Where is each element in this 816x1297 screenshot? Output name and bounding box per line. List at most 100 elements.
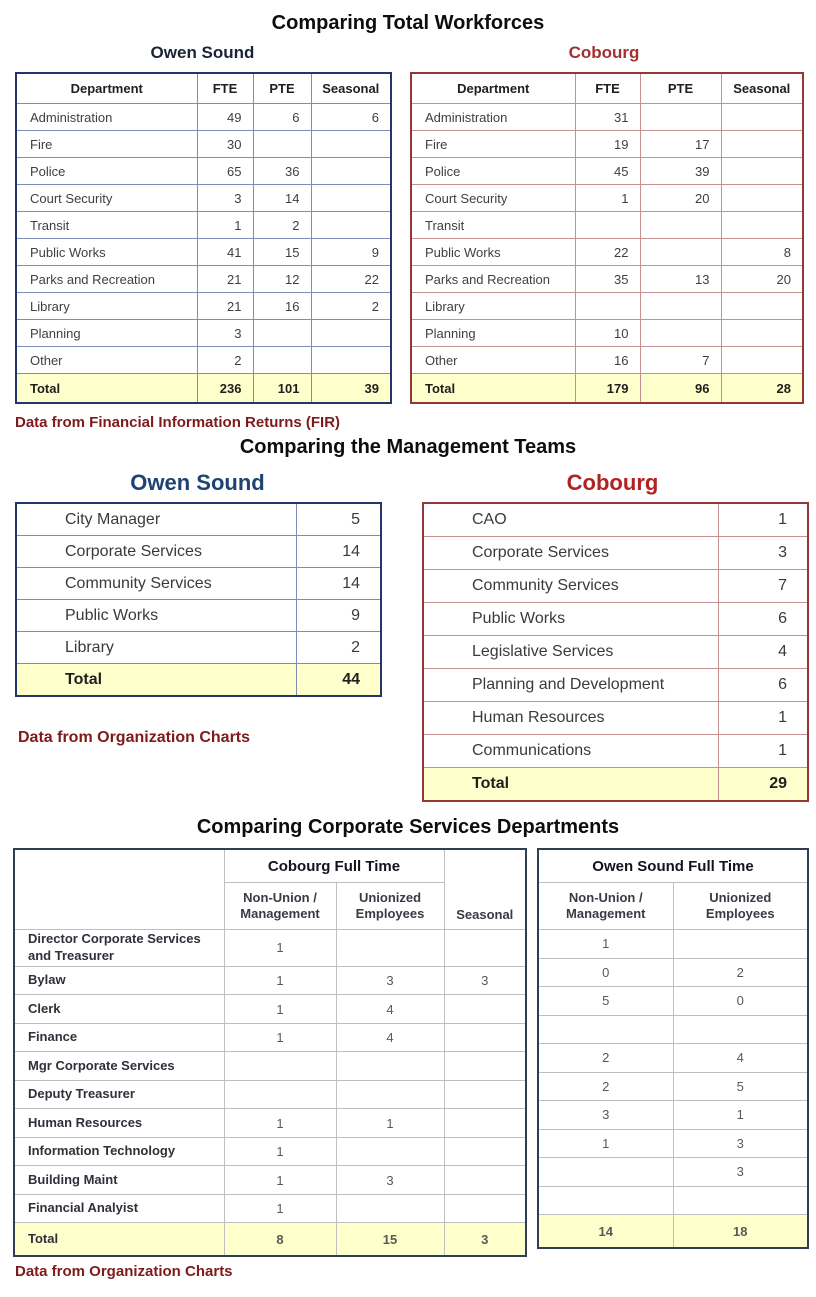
fte-cell: 31 bbox=[574, 103, 641, 131]
dept-cell: City Manager bbox=[15, 502, 297, 536]
dept-cell: Corporate Services bbox=[15, 535, 297, 568]
value-cell: 5 bbox=[295, 502, 382, 536]
table-row: Court Security 1 20 bbox=[410, 184, 804, 212]
seasonal-cell bbox=[720, 157, 804, 185]
seasonal-cell: 22 bbox=[310, 265, 392, 293]
total-label: Total bbox=[13, 1222, 225, 1257]
pte-cell bbox=[252, 319, 312, 347]
value-cell: 1 bbox=[717, 502, 809, 537]
union-cell: 1 bbox=[672, 1100, 809, 1130]
fte-cell: 22 bbox=[574, 238, 641, 266]
value-cell: 6 bbox=[717, 668, 809, 702]
fte-cell: 16 bbox=[574, 346, 641, 374]
table-body: Director Corporate Services and Treasure… bbox=[13, 929, 527, 1224]
owen-sound-management-table: City Manager 5 Corporate Services 14 Com… bbox=[15, 502, 382, 697]
table-row: Public Works 9 bbox=[15, 599, 382, 632]
seasonal-cell bbox=[720, 211, 804, 239]
owen-sound-heading-management: Owen Sound bbox=[130, 470, 265, 495]
dept-cell: Transit bbox=[15, 211, 198, 239]
table-body: City Manager 5 Corporate Services 14 Com… bbox=[15, 502, 382, 664]
dept-cell: Public Works bbox=[410, 238, 576, 266]
fte-cell bbox=[574, 292, 641, 320]
seasonal-cell bbox=[720, 346, 804, 374]
table-row: Building Maint 1 3 bbox=[13, 1165, 527, 1195]
dept-cell: Administration bbox=[15, 103, 198, 131]
dept-cell: Planning and Development bbox=[422, 668, 719, 702]
table-row: Information Technology 1 bbox=[13, 1136, 527, 1167]
value-cell: 14 bbox=[295, 535, 382, 568]
dept-cell: Court Security bbox=[410, 184, 576, 212]
fte-cell: 10 bbox=[574, 319, 641, 347]
seasonal-cell: 3 bbox=[443, 965, 527, 996]
mgmt-cell bbox=[537, 1014, 674, 1044]
table-row: Bylaw 1 3 3 bbox=[13, 965, 527, 996]
pte-cell bbox=[639, 319, 722, 347]
dept-cell: Building Maint bbox=[13, 1165, 225, 1195]
pte-cell: 7 bbox=[639, 346, 722, 374]
union-cell: 3 bbox=[335, 1165, 445, 1195]
group-header-row: Owen Sound Full Time bbox=[537, 848, 809, 883]
table-row: Fire 30 bbox=[15, 130, 392, 158]
total-union: 18 bbox=[672, 1214, 809, 1249]
mgmt-cell: 1 bbox=[223, 965, 337, 996]
table-row: 1 bbox=[537, 929, 809, 959]
table-row: Communications 1 bbox=[422, 734, 809, 768]
column-header-nonunion: Non-Union / Management bbox=[223, 882, 337, 930]
dept-cell: Transit bbox=[410, 211, 576, 239]
seasonal-cell bbox=[310, 211, 392, 239]
owen-management-column: City Manager 5 Corporate Services 14 Com… bbox=[0, 502, 382, 747]
mgmt-cell bbox=[537, 1185, 674, 1215]
table-row: Court Security 3 14 bbox=[15, 184, 392, 212]
management-headings-row: Owen Sound Cobourg bbox=[0, 468, 816, 498]
seasonal-cell bbox=[443, 1022, 527, 1053]
table-row: Library 21 16 2 bbox=[15, 292, 392, 320]
pte-cell bbox=[639, 238, 722, 266]
mgmt-cell: 5 bbox=[537, 986, 674, 1016]
column-header-nonunion: Non-Union / Management bbox=[537, 882, 674, 930]
table-row: Administration 49 6 6 bbox=[15, 103, 392, 131]
total-row: Total 179 96 28 bbox=[410, 373, 804, 404]
seasonal-cell: 20 bbox=[720, 265, 804, 293]
table-row: Police 45 39 bbox=[410, 157, 804, 185]
union-cell: 4 bbox=[335, 1022, 445, 1053]
dept-cell: Human Resources bbox=[422, 701, 719, 735]
sub-header-row: Non-Union / Management Unionized Employe… bbox=[14, 882, 526, 930]
dept-cell: Parks and Recreation bbox=[15, 265, 198, 293]
mgmt-cell: 1 bbox=[223, 1193, 337, 1224]
pte-cell bbox=[252, 130, 312, 158]
seasonal-cell bbox=[310, 157, 392, 185]
fte-cell: 41 bbox=[196, 238, 254, 266]
seasonal-cell: 2 bbox=[310, 292, 392, 320]
total-value: 29 bbox=[717, 767, 809, 802]
mgmt-cell: 1 bbox=[537, 1128, 674, 1158]
seasonal-cell bbox=[310, 319, 392, 347]
fte-cell: 49 bbox=[196, 103, 254, 131]
mgmt-cell: 3 bbox=[537, 1100, 674, 1130]
table-row: Parks and Recreation 35 13 20 bbox=[410, 265, 804, 293]
table-row: Planning and Development 6 bbox=[422, 668, 809, 702]
union-cell: 3 bbox=[672, 1128, 809, 1158]
union-cell bbox=[672, 1014, 809, 1044]
corporate-tables-row: Cobourg Full Time Seasonal Non-Union / M… bbox=[0, 848, 816, 1258]
pte-cell: 39 bbox=[639, 157, 722, 185]
column-header-pte: PTE bbox=[252, 72, 312, 104]
table-body: 1 0 2 5 0 bbox=[537, 929, 809, 1215]
union-cell bbox=[335, 1051, 445, 1081]
dept-cell: Library bbox=[15, 292, 198, 320]
table-row: 1 3 bbox=[537, 1128, 809, 1158]
total-fte: 236 bbox=[196, 373, 254, 404]
total-label: Total bbox=[422, 767, 719, 802]
total-seasonal: 28 bbox=[720, 373, 804, 404]
seasonal-cell bbox=[443, 929, 527, 967]
dept-cell: Administration bbox=[410, 103, 576, 131]
fte-cell: 35 bbox=[574, 265, 641, 293]
dept-cell: Mgr Corporate Services bbox=[13, 1051, 225, 1081]
mgmt-cell: 0 bbox=[537, 957, 674, 987]
table-row: Public Works 22 8 bbox=[410, 238, 804, 266]
total-pte: 101 bbox=[252, 373, 312, 404]
pte-cell: 20 bbox=[639, 184, 722, 212]
table-row: Finance 1 4 bbox=[13, 1022, 527, 1053]
value-cell: 3 bbox=[717, 536, 809, 570]
pte-cell: 17 bbox=[639, 130, 722, 158]
section-total-workforces: Comparing Total Workforces Owen Sound Co… bbox=[0, 10, 816, 431]
